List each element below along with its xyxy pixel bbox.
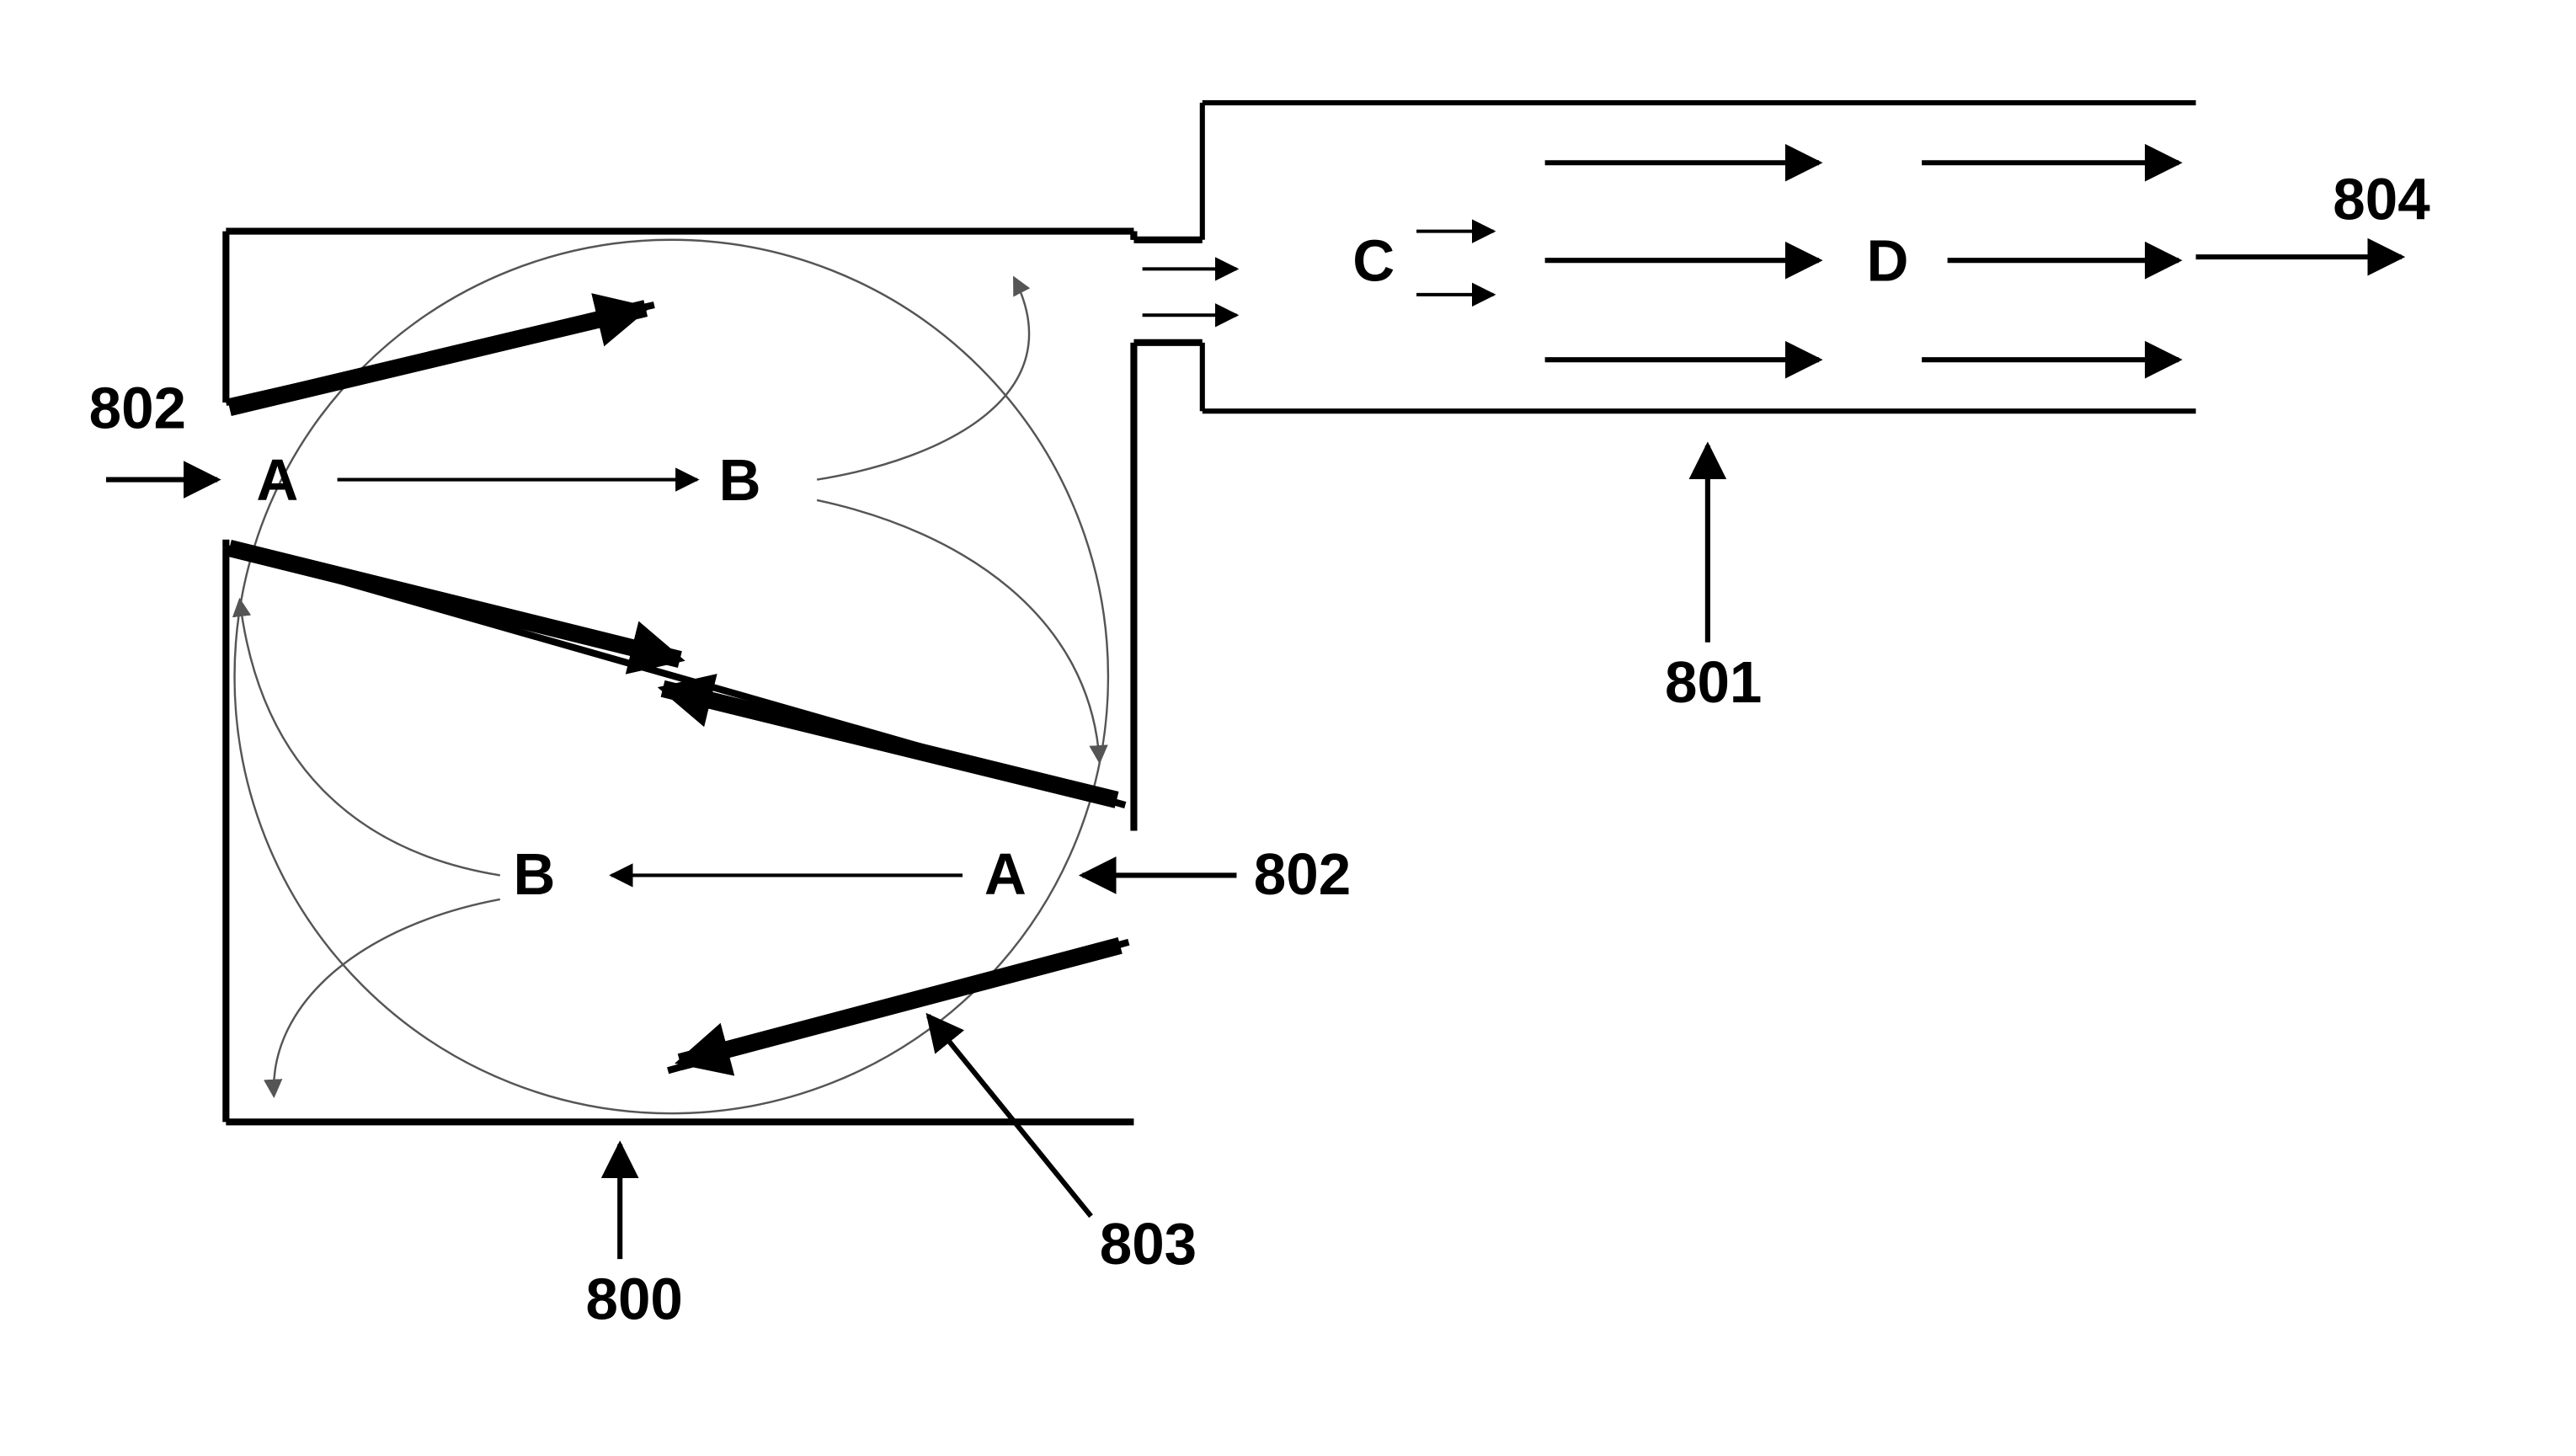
svg-text:B: B <box>514 841 556 907</box>
svg-text:802: 802 <box>1254 841 1351 907</box>
svg-text:803: 803 <box>1100 1211 1197 1277</box>
svg-text:A: A <box>984 841 1027 907</box>
svg-text:802: 802 <box>89 376 186 441</box>
svg-text:800: 800 <box>586 1266 683 1331</box>
svg-text:C: C <box>1352 228 1395 294</box>
svg-text:801: 801 <box>1665 649 1762 715</box>
svg-text:D: D <box>1866 228 1908 294</box>
svg-text:B: B <box>719 447 761 513</box>
svg-text:A: A <box>256 447 298 513</box>
svg-text:804: 804 <box>2333 166 2430 232</box>
